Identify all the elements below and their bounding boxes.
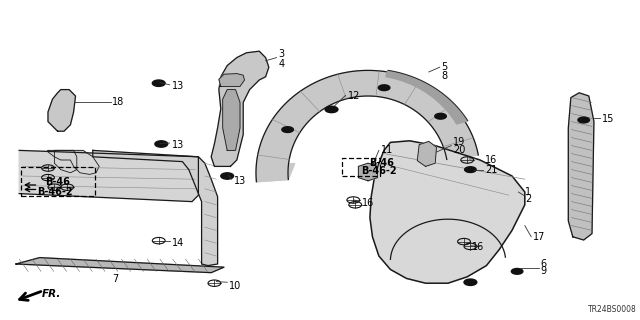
Polygon shape: [19, 150, 198, 202]
Circle shape: [435, 113, 446, 119]
Circle shape: [378, 85, 390, 91]
Text: 13: 13: [234, 176, 246, 186]
Bar: [21, 167, 95, 196]
Text: 10: 10: [229, 281, 241, 292]
Polygon shape: [54, 150, 77, 173]
Text: B-46-2: B-46-2: [37, 187, 73, 197]
Polygon shape: [93, 150, 218, 266]
Text: 7: 7: [112, 274, 118, 284]
Polygon shape: [219, 74, 244, 86]
Circle shape: [155, 141, 168, 147]
Circle shape: [464, 279, 477, 285]
Text: 15: 15: [602, 114, 614, 124]
Text: 19: 19: [453, 137, 465, 148]
Text: FR.: FR.: [42, 289, 61, 300]
Polygon shape: [223, 90, 240, 150]
Text: 18: 18: [112, 97, 124, 108]
Text: 12: 12: [348, 91, 360, 101]
Polygon shape: [370, 141, 525, 283]
Polygon shape: [257, 164, 294, 182]
Text: 8: 8: [442, 71, 448, 81]
Text: 9: 9: [541, 266, 547, 276]
Polygon shape: [48, 90, 76, 131]
Text: 11: 11: [381, 145, 393, 156]
Text: 16: 16: [472, 242, 484, 252]
Polygon shape: [417, 141, 436, 166]
Polygon shape: [256, 70, 478, 182]
Text: 1: 1: [525, 187, 531, 197]
Circle shape: [221, 173, 234, 179]
Text: 20: 20: [453, 145, 465, 155]
Text: 17: 17: [532, 232, 545, 243]
Text: 14: 14: [172, 238, 184, 248]
Text: 13: 13: [172, 140, 184, 150]
Text: 3: 3: [278, 49, 285, 60]
Polygon shape: [16, 258, 224, 273]
Polygon shape: [211, 51, 269, 166]
Text: B-46: B-46: [369, 158, 394, 168]
Text: TR24BS0008: TR24BS0008: [588, 305, 637, 314]
Polygon shape: [386, 70, 468, 124]
Text: B-46: B-46: [45, 177, 70, 188]
Circle shape: [282, 127, 293, 132]
Text: B-46-2: B-46-2: [362, 166, 397, 176]
Text: 13: 13: [172, 81, 184, 92]
Polygon shape: [568, 93, 594, 240]
Circle shape: [152, 80, 165, 86]
Circle shape: [325, 106, 338, 113]
Bar: [342, 158, 380, 176]
Polygon shape: [358, 163, 378, 181]
Text: 5: 5: [442, 62, 448, 72]
Circle shape: [578, 117, 589, 123]
Text: 16: 16: [485, 155, 497, 165]
Polygon shape: [48, 150, 99, 174]
Text: 2: 2: [525, 194, 531, 204]
Text: 4: 4: [278, 59, 285, 69]
Text: 16: 16: [362, 198, 374, 208]
Text: 21: 21: [485, 165, 497, 175]
Circle shape: [465, 167, 476, 172]
Circle shape: [511, 268, 523, 274]
Text: 6: 6: [541, 259, 547, 269]
